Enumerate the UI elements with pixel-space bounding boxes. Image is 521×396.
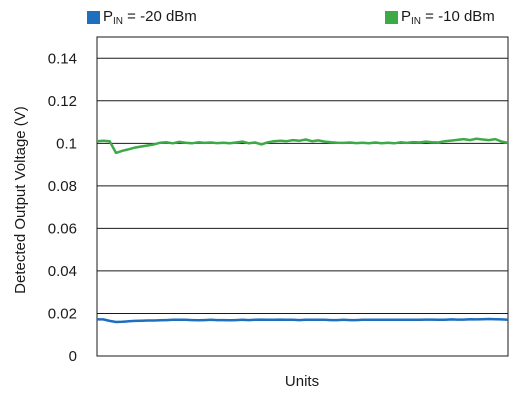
series-line-1 [96,137,509,155]
y-tick-label: 0.12 [48,93,77,110]
series-lines [96,137,509,324]
x-axis-label: Units [285,373,319,390]
legend-swatch-green [385,10,398,24]
y-tick-label: 0.04 [48,263,77,280]
y-axis-label: Detected Output Voltage (V) [12,106,29,294]
y-tick-label: 0.1 [56,135,77,152]
plot-area [96,36,509,357]
y-tick-label: 0 [69,348,77,365]
gridlines [97,57,508,314]
legend-item-pin-minus-20: PIN = -20 dBm [87,7,197,27]
y-tick-labels: 0 0.02 0.04 0.06 0.08 0.1 0.12 0.14 [48,50,77,365]
legend-label: PIN = -10 dBm [401,7,495,27]
legend-label: PIN = -20 dBm [103,7,197,27]
y-tick-label: 0.06 [48,220,77,237]
y-tick-label: 0.02 [48,305,77,322]
legend-swatch-blue [87,10,100,24]
legend-item-pin-minus-10: PIN = -10 dBm [385,7,495,27]
y-tick-label: 0.14 [48,50,77,67]
y-tick-label: 0.08 [48,178,77,195]
series-line-0 [97,317,509,324]
